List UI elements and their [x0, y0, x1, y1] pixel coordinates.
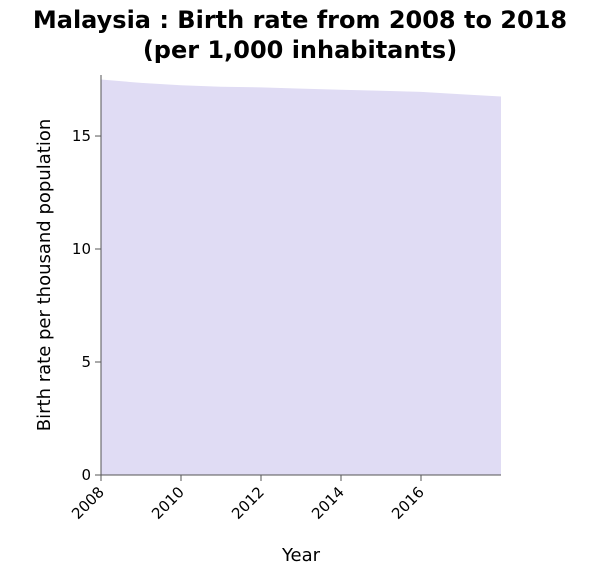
plot-area: [101, 79, 501, 475]
x-tick-label: 2012: [228, 483, 268, 523]
y-tick-label: 10: [72, 240, 91, 258]
y-axis-label: Birth rate per thousand population: [34, 119, 55, 431]
y-tick-label: 15: [72, 127, 91, 145]
x-tick-label: 2014: [308, 483, 348, 523]
y-tick-label: 0: [81, 466, 91, 484]
x-tick-label: 2016: [388, 483, 428, 523]
x-axis-label: Year: [281, 545, 321, 566]
chart-title-line2: (per 1,000 inhabitants): [143, 36, 457, 64]
y-tick-label: 5: [81, 353, 91, 371]
x-tick-label: 2008: [68, 483, 108, 523]
chart-title-line1: Malaysia : Birth rate from 2008 to 2018: [33, 6, 567, 34]
area-series: [101, 79, 501, 475]
x-tick-label: 2010: [148, 483, 188, 523]
